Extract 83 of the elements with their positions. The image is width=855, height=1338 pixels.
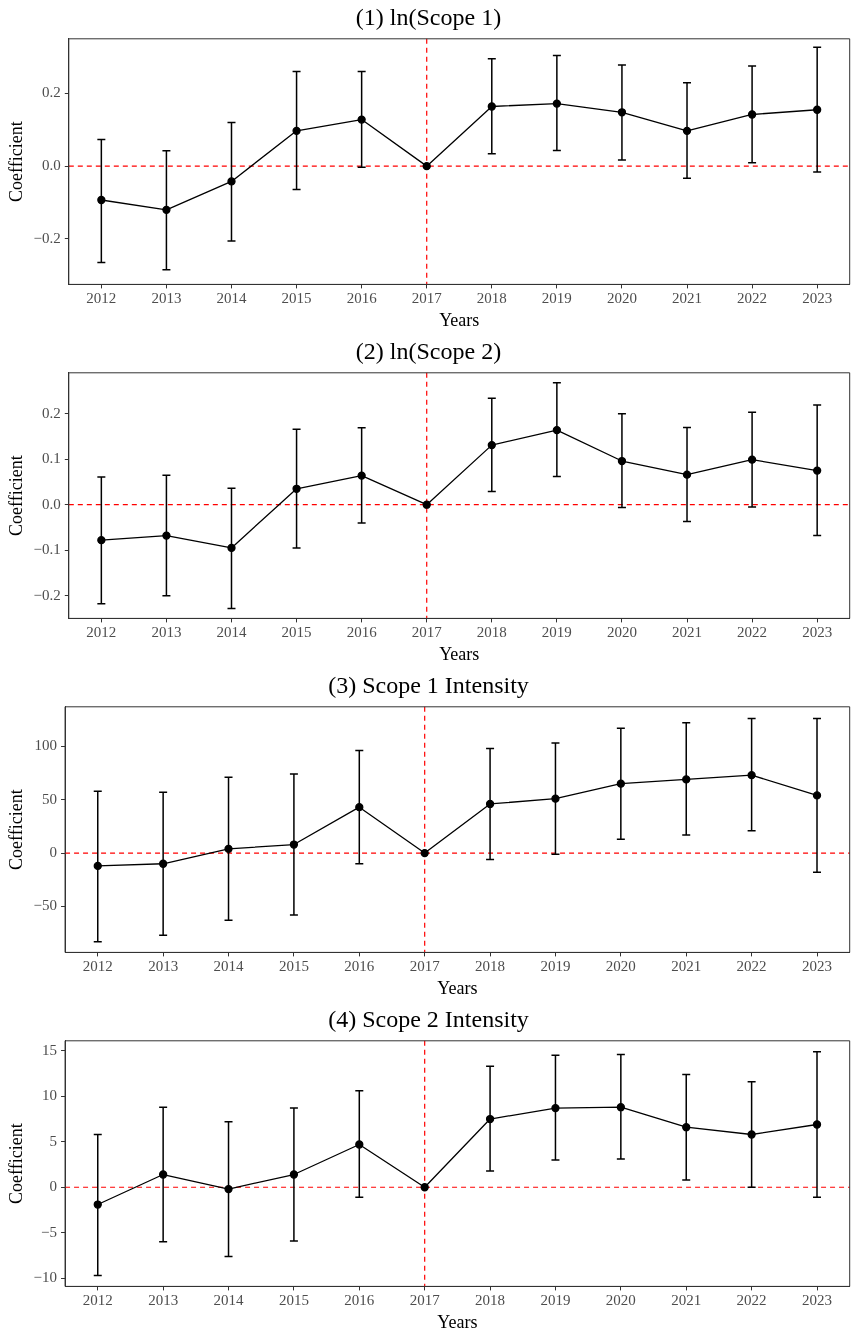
- x-tick-label: 2022: [736, 958, 767, 975]
- y-tick-label: 10: [42, 1087, 58, 1104]
- y-tick-label: 5: [49, 1132, 58, 1149]
- y-tick-label: −50: [33, 897, 58, 914]
- y-tick-label: −0.2: [33, 586, 61, 603]
- x-tick-label: 2015: [278, 958, 309, 975]
- chart-title: (3) Scope 1 Intensity: [328, 671, 529, 698]
- x-tick-label: 2023: [802, 1292, 833, 1309]
- x-tick-label: 2016: [346, 290, 378, 307]
- x-tick-label: 2018: [475, 1292, 506, 1309]
- x-tick-label: 2013: [148, 1292, 179, 1309]
- y-tick-label: 50: [42, 790, 58, 807]
- x-tick-label: 2015: [278, 1292, 309, 1309]
- x-tick-label: 2021: [671, 958, 702, 975]
- x-tick-label: 2013: [148, 958, 179, 975]
- x-tick-label: 2019: [540, 1292, 571, 1309]
- y-axis-title: Coefficient: [5, 789, 26, 870]
- y-tick-label: 0: [49, 844, 58, 861]
- y-tick-label: 15: [42, 1041, 58, 1058]
- y-tick-label: −0.2: [33, 229, 61, 246]
- x-tick-label: 2014: [213, 958, 245, 975]
- x-tick-label: 2022: [737, 290, 768, 307]
- x-tick-label: 2014: [213, 1292, 245, 1309]
- x-tick-label: 2022: [736, 1292, 767, 1309]
- x-tick-label: 2023: [802, 290, 833, 307]
- x-tick-label: 2021: [671, 1292, 702, 1309]
- y-axis-title: Coefficient: [5, 455, 26, 536]
- chart-title: (2) ln(Scope 2): [355, 337, 502, 364]
- chart-title: (1) ln(Scope 1): [355, 3, 502, 30]
- x-tick-label: 2022: [737, 624, 768, 641]
- chart-title: (4) Scope 2 Intensity: [328, 1005, 529, 1032]
- x-axis-title: Years: [439, 309, 480, 330]
- x-tick-label: 2012: [86, 624, 117, 641]
- y-tick-label: 100: [34, 737, 58, 754]
- x-tick-label: 2013: [151, 624, 182, 641]
- x-axis-title: Years: [437, 977, 478, 998]
- y-tick-label: 0.1: [42, 450, 61, 467]
- x-axis-title: Years: [437, 1311, 478, 1332]
- point: [420, 848, 429, 858]
- x-tick-label: 2021: [672, 624, 703, 641]
- x-tick-label: 2018: [475, 958, 506, 975]
- x-tick-label: 2015: [281, 624, 312, 641]
- y-axis-title: Coefficient: [5, 121, 26, 202]
- y-tick-label: 0.0: [42, 157, 61, 174]
- point: [420, 1183, 429, 1192]
- x-tick-label: 2019: [540, 958, 571, 975]
- y-tick-label: 0.0: [42, 495, 61, 512]
- point: [422, 500, 431, 509]
- x-tick-label: 2017: [411, 624, 443, 641]
- x-tick-label: 2017: [409, 1292, 441, 1309]
- y-tick-label: −10: [33, 1269, 58, 1286]
- x-tick-label: 2014: [216, 290, 247, 307]
- y-tick-label: 0: [49, 1178, 58, 1195]
- y-axis-title: Coefficient: [5, 1123, 26, 1204]
- point: [422, 162, 431, 171]
- x-tick-label: 2019: [541, 624, 572, 641]
- x-tick-label: 2014: [216, 624, 247, 641]
- x-tick-label: 2016: [344, 958, 375, 975]
- x-tick-label: 2020: [605, 1292, 636, 1309]
- x-tick-label: 2018: [476, 290, 507, 307]
- x-tick-label: 2013: [151, 290, 182, 307]
- x-tick-label: 2015: [281, 290, 312, 307]
- x-tick-label: 2023: [802, 624, 833, 641]
- x-tick-label: 2021: [672, 290, 703, 307]
- x-tick-label: 2023: [802, 958, 833, 975]
- x-tick-label: 2016: [346, 624, 378, 641]
- x-tick-label: 2018: [476, 624, 507, 641]
- x-tick-label: 2017: [409, 958, 441, 975]
- x-tick-label: 2012: [82, 1292, 113, 1309]
- y-tick-label: −5: [41, 1223, 58, 1240]
- point: [224, 1184, 233, 1194]
- x-tick-label: 2012: [86, 290, 117, 307]
- x-tick-label: 2019: [541, 290, 572, 307]
- y-tick-label: 0.2: [42, 404, 61, 421]
- x-tick-label: 2020: [606, 290, 637, 307]
- x-tick-label: 2020: [605, 958, 636, 975]
- y-tick-label: −0.1: [33, 541, 61, 558]
- x-tick-label: 2020: [606, 624, 637, 641]
- y-tick-label: 0.2: [42, 84, 61, 101]
- x-axis-title: Years: [439, 643, 480, 664]
- x-tick-label: 2012: [82, 958, 113, 975]
- x-tick-label: 2017: [411, 290, 443, 307]
- x-tick-label: 2016: [344, 1292, 375, 1309]
